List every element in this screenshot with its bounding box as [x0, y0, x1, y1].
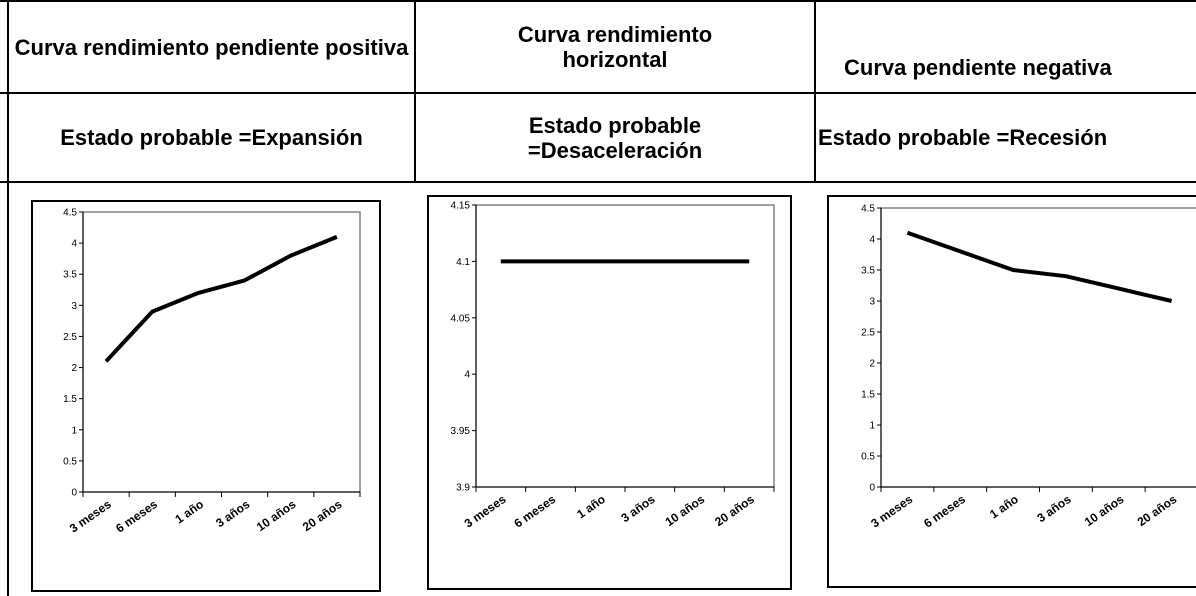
header-divider: [0, 92, 1196, 94]
y-tick-label: 1: [71, 425, 77, 436]
chart-positive-slope: 0 0.5 1 1.5 2 2.5 3 3.5 4 4.5 3 meses 6 meses 1 año 3…: [63, 208, 361, 536]
x-category-label: 6 meses: [113, 497, 160, 536]
x-category-label: 20 años: [300, 497, 345, 534]
column-divider-2: [814, 0, 816, 181]
x-category-label: 6 meses: [511, 492, 558, 531]
x-category-label: 20 años: [1135, 492, 1180, 529]
x-category-label: 1 año: [987, 492, 1021, 521]
column-divider-1: [414, 0, 416, 181]
y-tick-label: 3.95: [451, 426, 471, 437]
y-tick-label: 1.5: [63, 394, 77, 405]
header-bottom-border: [0, 181, 1196, 183]
y-tick-label: 0: [869, 483, 875, 494]
x-category-label: 3 meses: [462, 492, 509, 531]
y-tick-label: 2: [869, 359, 875, 370]
y-tick-label: 4: [869, 235, 875, 246]
column-2-title-text: Curva rendimiento horizontal: [517, 22, 713, 72]
column-1-title-text: Curva rendimiento pendiente positiva: [14, 34, 409, 60]
x-category-label: 20 años: [712, 492, 757, 529]
x-category-label: 10 años: [1082, 492, 1127, 529]
column-2-state: Estado probable =Desaceleración: [416, 94, 814, 181]
x-category-label: 3 años: [618, 492, 657, 525]
chart-negative-slope: 0 0.5 1 1.5 2 2.5 3 3.5 4 4.5 3 meses 6 meses 1 año 3…: [861, 204, 1196, 531]
column-3-title-text: Curva pendiente negativa: [844, 54, 1112, 80]
chart-box-1: 0 0.5 1 1.5 2 2.5 3 3.5 4 4.5 3 meses 6 meses 1 año 3…: [31, 200, 381, 592]
x-category-label: 3 años: [1034, 492, 1073, 525]
column-1-state: Estado probable =Expansión: [9, 94, 414, 181]
y-tick-label: 2: [71, 363, 77, 374]
y-tick-label: 4.15: [451, 201, 471, 212]
chart-box-3: 0 0.5 1 1.5 2 2.5 3 3.5 4 4.5 3 meses 6 meses 1 año 3…: [827, 195, 1196, 588]
column-1-state-text: Estado probable =Expansión: [60, 125, 363, 150]
y-tick-label: 4.5: [861, 204, 875, 215]
x-category-label: 6 meses: [921, 492, 968, 531]
y-tick-label: 0.5: [63, 456, 77, 467]
series-line: [906, 230, 1173, 303]
series-line: [104, 235, 338, 363]
column-2-state-text: Estado probable =Desaceleración: [527, 112, 703, 163]
y-tick-label: 3.5: [861, 266, 875, 277]
x-category-label: 10 años: [254, 497, 299, 534]
column-2-title: Curva rendimiento horizontal: [416, 2, 814, 92]
x-category-label: 3 meses: [67, 497, 114, 536]
y-tick-label: 4: [71, 239, 77, 250]
y-tick-label: 0: [71, 488, 77, 499]
plot-area: [880, 207, 1196, 488]
x-category-label: 1 año: [172, 497, 206, 526]
y-tick-label: 4.05: [451, 313, 471, 324]
column-3-title: Curva pendiente negativa: [816, 42, 1196, 92]
column-3-state: Estado probable =Recesión: [816, 94, 1196, 181]
y-tick-label: 1: [869, 421, 875, 432]
column-1-title: Curva rendimiento pendiente positiva: [9, 2, 414, 92]
y-tick-label: 4.1: [456, 257, 470, 268]
plot-area: [82, 211, 361, 493]
x-category-label: 1 año: [574, 492, 608, 521]
y-tick-label: 3: [71, 301, 77, 312]
y-tick-label: 3.9: [456, 483, 470, 494]
table-top-border: [0, 0, 1196, 2]
x-category-label: 3 meses: [868, 492, 915, 531]
y-tick-label: 4.5: [63, 208, 77, 219]
y-tick-label: 0.5: [861, 452, 875, 463]
column-3-state-text: Estado probable =Recesión: [818, 125, 1108, 150]
plot-area: [475, 204, 775, 488]
chart-box-2: 3.9 3.95 4 4.05 4.1 4.15 3 meses 6 meses 1 año 3 …: [427, 195, 792, 590]
x-category-label: 3 años: [213, 497, 252, 530]
x-category-label: 10 años: [663, 492, 708, 529]
y-tick-label: 2.5: [63, 332, 77, 343]
table-left-border: [7, 0, 9, 596]
y-tick-label: 2.5: [861, 328, 875, 339]
y-tick-label: 3.5: [63, 270, 77, 281]
y-tick-label: 4: [464, 370, 470, 381]
y-tick-label: 1.5: [861, 390, 875, 401]
y-tick-label: 3: [869, 297, 875, 308]
chart-horizontal: 3.9 3.95 4 4.05 4.1 4.15 3 meses 6 meses 1 año 3 …: [451, 201, 775, 531]
